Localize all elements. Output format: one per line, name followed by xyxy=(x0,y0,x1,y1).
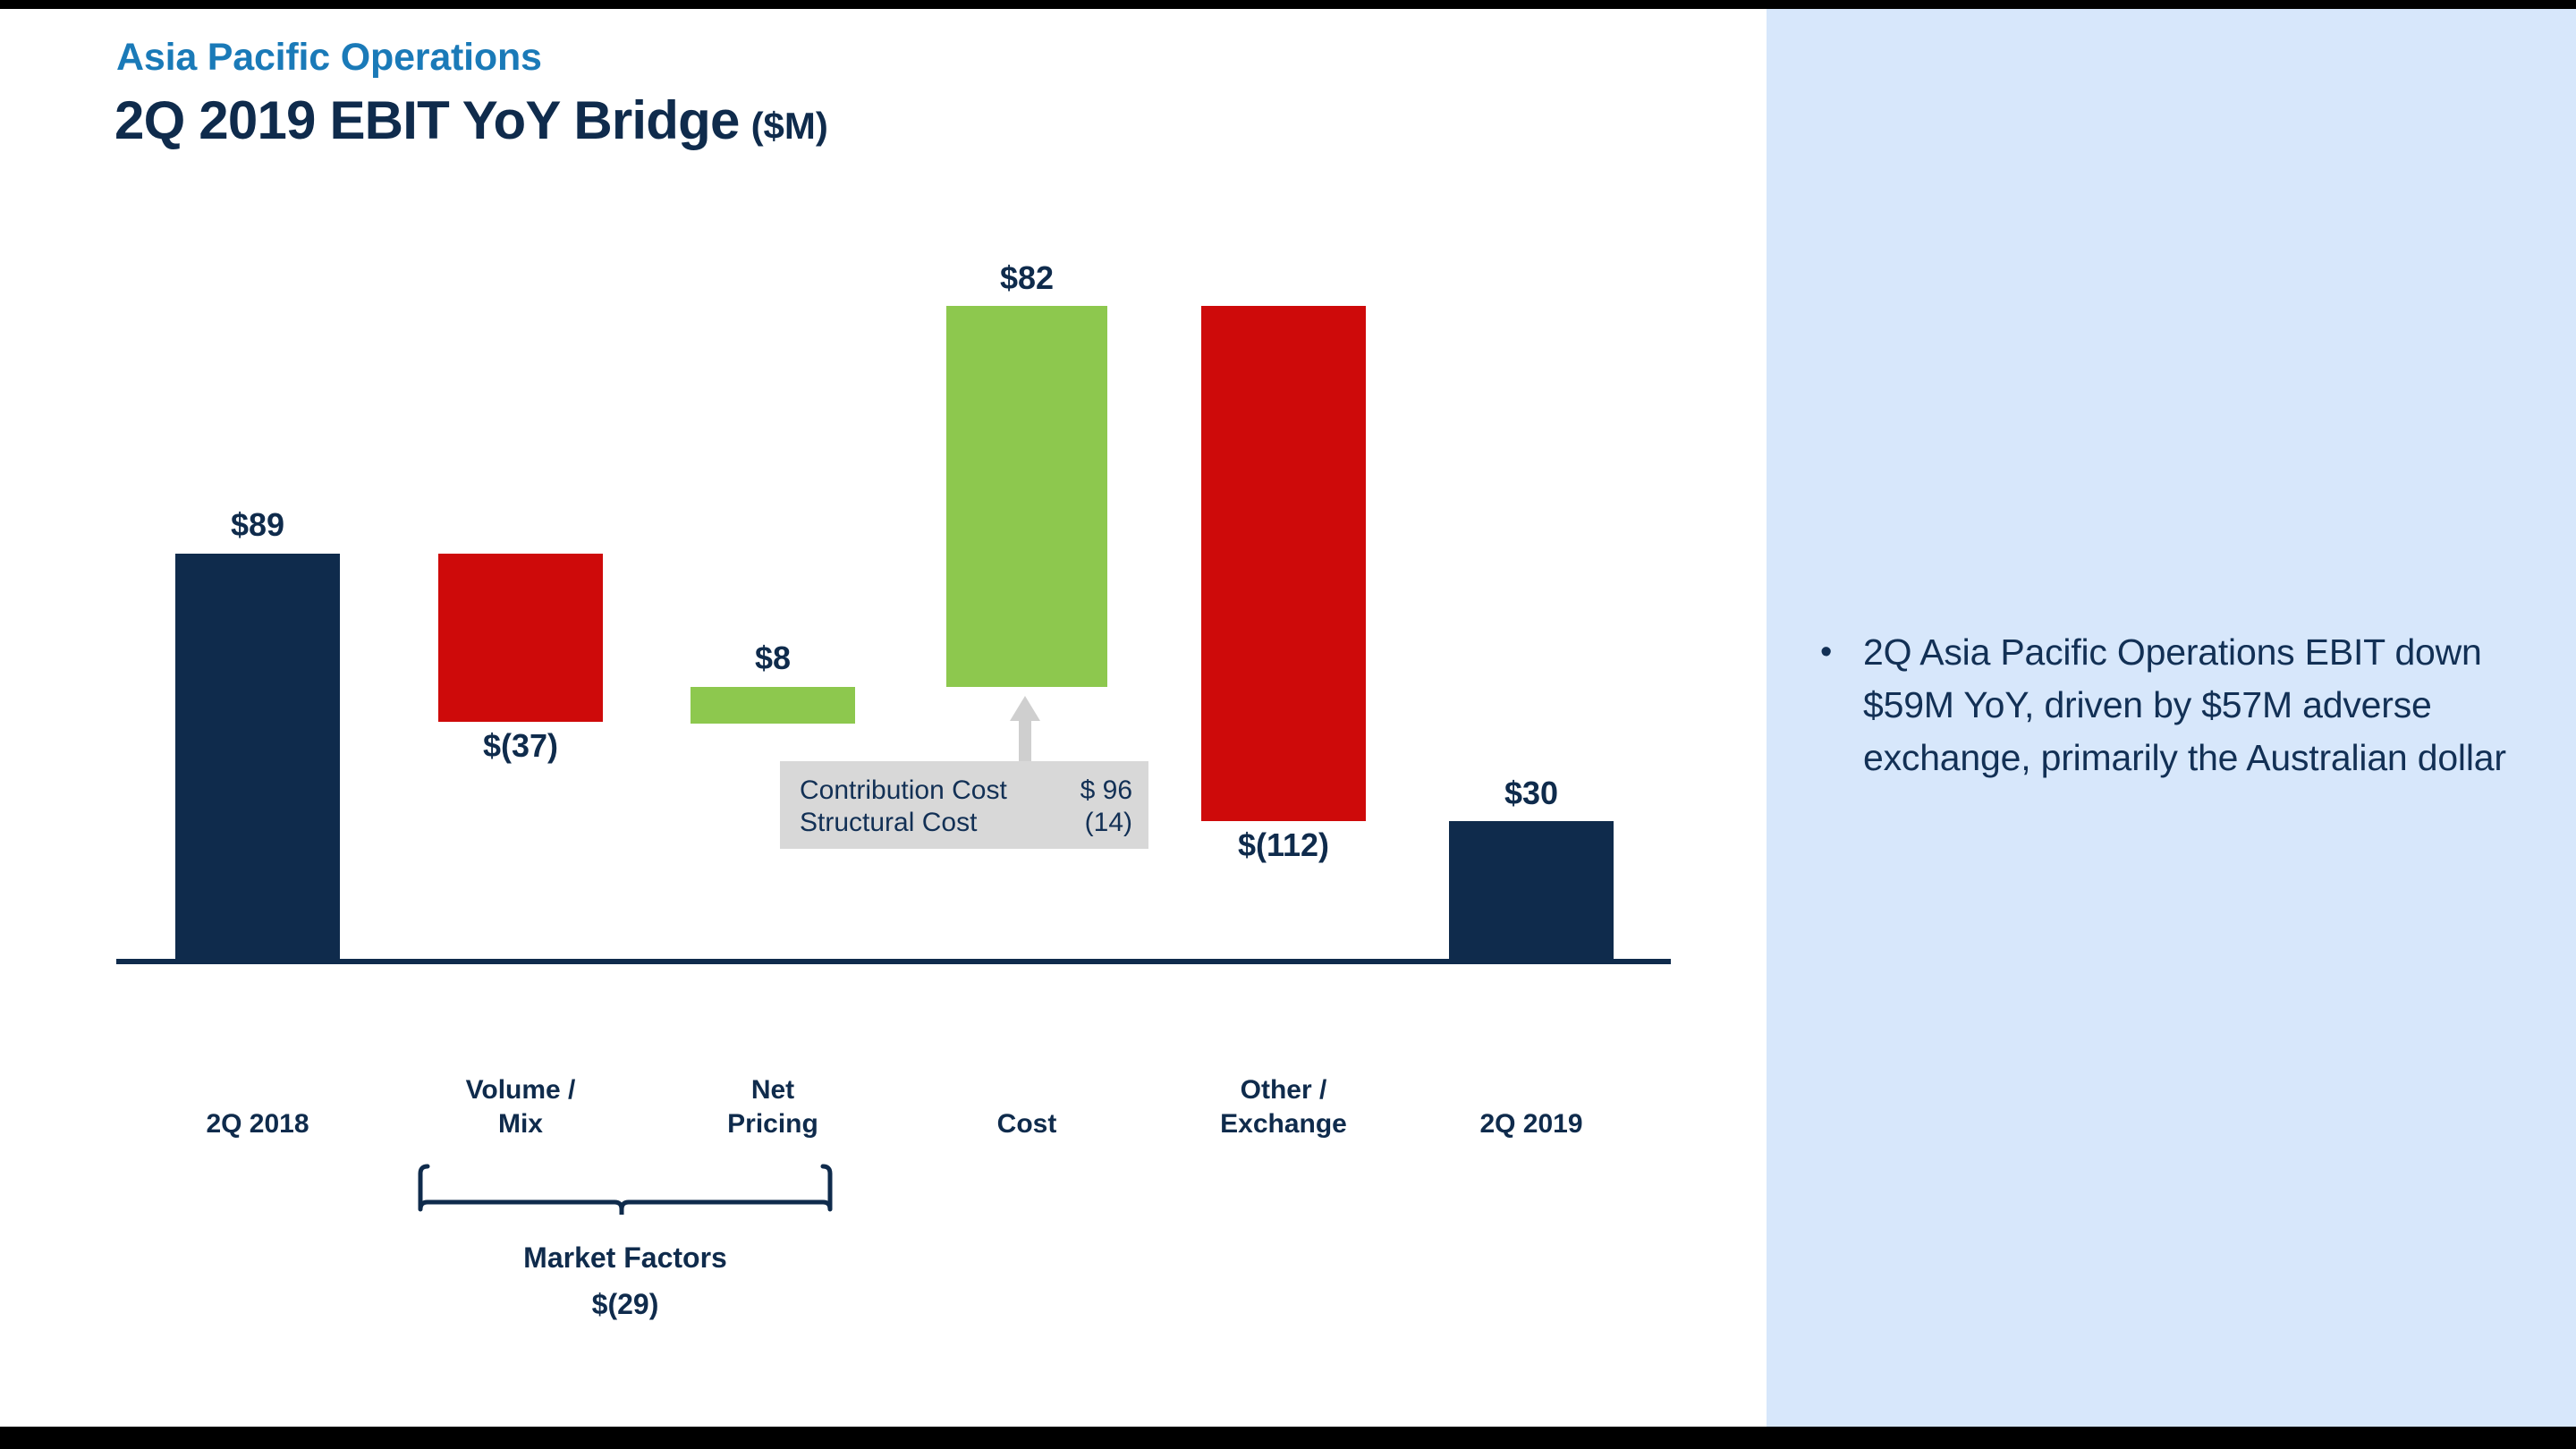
x-axis-label-line: Other / xyxy=(1240,1075,1327,1105)
x-axis-label-line: Exchange xyxy=(1220,1109,1347,1139)
bar-2q-2019 xyxy=(1449,821,1614,959)
page-subtitle: Asia Pacific Operations xyxy=(116,36,542,79)
bullet-marker-icon: • xyxy=(1820,633,1833,671)
bar-net-pricing xyxy=(691,687,855,724)
bullet-list: • 2Q Asia Pacific Operations EBIT down $… xyxy=(1811,626,2536,784)
bar-label-other-exchange: $(112) xyxy=(1237,826,1330,863)
x-axis-label-line: Volume / xyxy=(465,1075,576,1105)
page-title: 2Q 2019 EBIT YoY Bridge ($M) xyxy=(114,89,828,151)
bar-label-net-pricing: $8 xyxy=(754,640,792,676)
callout-value: (14) xyxy=(1084,808,1132,837)
bar-label-cost: $82 xyxy=(999,259,1055,296)
callout-row: Structural Cost (14) xyxy=(800,808,1132,838)
callout-connector-arrow xyxy=(1010,696,1040,766)
callout-label: Contribution Cost xyxy=(800,775,1007,805)
bar-label-volume-mix: $(37) xyxy=(482,727,559,764)
x-axis-label-other-exchange: Other / Exchange xyxy=(1201,1073,1366,1141)
x-axis-label-volume-mix: Volume / Mix xyxy=(438,1073,603,1141)
market-factors-bracket xyxy=(418,1164,833,1215)
x-axis-label-net-pricing: Net Pricing xyxy=(691,1073,855,1141)
callout-value: $ 96 xyxy=(1080,775,1132,805)
callout-label: Structural Cost xyxy=(800,808,978,837)
commentary-panel: • 2Q Asia Pacific Operations EBIT down $… xyxy=(1767,9,2576,1427)
x-axis-label-cost: Cost xyxy=(946,1107,1107,1141)
page-title-text: 2Q 2019 EBIT YoY Bridge xyxy=(114,90,740,150)
x-axis-label-line: Mix xyxy=(497,1109,543,1139)
x-axis-label-line: 2Q 2019 xyxy=(1479,1109,1583,1139)
axis-baseline xyxy=(116,959,1671,964)
list-item: • 2Q Asia Pacific Operations EBIT down $… xyxy=(1811,626,2536,784)
bar-other-exchange xyxy=(1201,306,1366,821)
x-axis-label-line: Pricing xyxy=(727,1109,818,1139)
market-factors-value: $(29) xyxy=(591,1288,659,1320)
bullet-text: 2Q Asia Pacific Operations EBIT down $59… xyxy=(1863,631,2506,778)
market-factors-label: Market Factors $(29) xyxy=(417,1234,834,1327)
bar-cost xyxy=(946,306,1107,687)
bar-2q-2018 xyxy=(175,554,340,959)
x-axis-label-2q-2018: 2Q 2018 xyxy=(175,1107,340,1141)
market-factors-title: Market Factors xyxy=(523,1241,727,1274)
bar-label-2q-2019: $30 xyxy=(1504,775,1559,811)
x-axis-label-line: Cost xyxy=(996,1109,1057,1139)
page-title-unit: ($M) xyxy=(750,105,828,147)
callout-row: Contribution Cost $ 96 xyxy=(800,775,1132,806)
x-axis-label-2q-2019: 2Q 2019 xyxy=(1449,1107,1614,1141)
cost-breakdown-callout: Contribution Cost $ 96 Structural Cost (… xyxy=(780,761,1148,849)
bar-label-2q-2018: $89 xyxy=(230,506,285,543)
x-axis-label-line: Net xyxy=(750,1075,795,1105)
bar-volume-mix xyxy=(438,554,603,722)
x-axis-label-line: 2Q 2018 xyxy=(206,1109,309,1139)
waterfall-chart: $89 $(37) $8 $82 $(112) $30 Contribution… xyxy=(0,9,1767,1427)
slide-canvas: • 2Q Asia Pacific Operations EBIT down $… xyxy=(0,9,2576,1427)
